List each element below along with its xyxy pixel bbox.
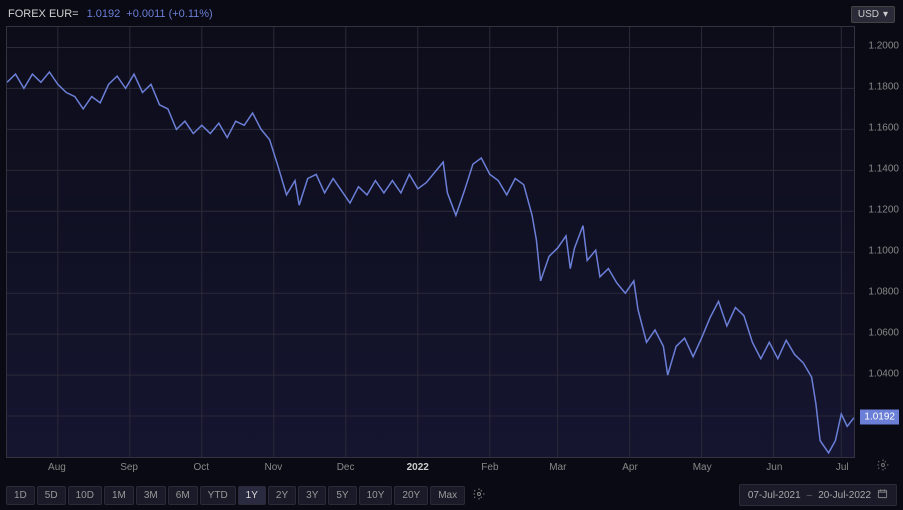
settings-icon[interactable] bbox=[877, 458, 889, 476]
range-button-max[interactable]: Max bbox=[430, 486, 465, 505]
range-button-5d[interactable]: 5D bbox=[37, 486, 66, 505]
range-button-2y[interactable]: 2Y bbox=[268, 486, 296, 505]
y-axis: 1.02001.04001.06001.08001.10001.12001.14… bbox=[857, 26, 899, 458]
currency-label: USD bbox=[858, 9, 879, 20]
x-tick-label: Dec bbox=[337, 462, 355, 473]
chart-settings-icon[interactable] bbox=[469, 486, 489, 505]
y-tick-label: 1.2000 bbox=[868, 41, 899, 52]
range-button-ytd[interactable]: YTD bbox=[200, 486, 236, 505]
range-button-6m[interactable]: 6M bbox=[168, 486, 198, 505]
price-value: 1.0192 bbox=[87, 8, 121, 20]
y-tick-label: 1.1800 bbox=[868, 82, 899, 93]
y-tick-label: 1.1000 bbox=[868, 246, 899, 257]
x-tick-label: Apr bbox=[622, 462, 638, 473]
range-button-1d[interactable]: 1D bbox=[6, 486, 35, 505]
x-tick-label: 2022 bbox=[407, 462, 429, 473]
bottom-toolbar: 1D5D10D1M3M6MYTD1Y2Y3Y5Y10Y20YMax 07-Jul… bbox=[6, 484, 897, 506]
chart-header: FOREX EUR= 1.0192 +0.0011 (+0.11%) USD ▾ bbox=[8, 4, 895, 24]
date-to: 20-Jul-2022 bbox=[818, 490, 871, 501]
date-separator: – bbox=[807, 490, 813, 501]
x-tick-label: May bbox=[693, 462, 712, 473]
y-tick-label: 1.1400 bbox=[868, 164, 899, 175]
x-tick-label: Oct bbox=[193, 462, 209, 473]
chart-area[interactable] bbox=[6, 26, 855, 458]
range-button-20y[interactable]: 20Y bbox=[394, 486, 428, 505]
y-tick-label: 1.1200 bbox=[868, 205, 899, 216]
currency-selector[interactable]: USD ▾ bbox=[851, 6, 895, 23]
calendar-icon bbox=[877, 488, 888, 502]
range-button-5y[interactable]: 5Y bbox=[328, 486, 356, 505]
current-price-tag: 1.0192 bbox=[860, 409, 899, 424]
y-tick-label: 1.0800 bbox=[868, 287, 899, 298]
chevron-down-icon: ▾ bbox=[883, 9, 888, 20]
x-tick-label: Jul bbox=[836, 462, 849, 473]
range-button-3y[interactable]: 3Y bbox=[298, 486, 326, 505]
y-tick-label: 1.0400 bbox=[868, 369, 899, 380]
instrument-name: FOREX EUR= bbox=[8, 8, 79, 20]
date-range-picker[interactable]: 07-Jul-2021 – 20-Jul-2022 bbox=[739, 484, 897, 506]
range-button-1y[interactable]: 1Y bbox=[238, 486, 266, 505]
x-tick-label: Aug bbox=[48, 462, 66, 473]
price-change: +0.0011 (+0.11%) bbox=[126, 8, 212, 20]
x-tick-label: Sep bbox=[120, 462, 138, 473]
range-button-3m[interactable]: 3M bbox=[136, 486, 166, 505]
range-buttons: 1D5D10D1M3M6MYTD1Y2Y3Y5Y10Y20YMax bbox=[6, 486, 465, 505]
chart-svg bbox=[7, 27, 854, 457]
range-button-10d[interactable]: 10D bbox=[68, 486, 102, 505]
range-button-1m[interactable]: 1M bbox=[104, 486, 134, 505]
range-button-10y[interactable]: 10Y bbox=[359, 486, 393, 505]
x-tick-label: Feb bbox=[481, 462, 498, 473]
y-tick-label: 1.1600 bbox=[868, 123, 899, 134]
x-tick-label: Jun bbox=[766, 462, 782, 473]
y-tick-label: 1.0600 bbox=[868, 328, 899, 339]
x-tick-label: Nov bbox=[265, 462, 283, 473]
x-axis: Aug Sep Oct Nov Dec 2022 Feb Mar Apr May Jun Jul bbox=[6, 460, 855, 478]
x-tick-label: Mar bbox=[549, 462, 566, 473]
date-from: 07-Jul-2021 bbox=[748, 490, 801, 501]
